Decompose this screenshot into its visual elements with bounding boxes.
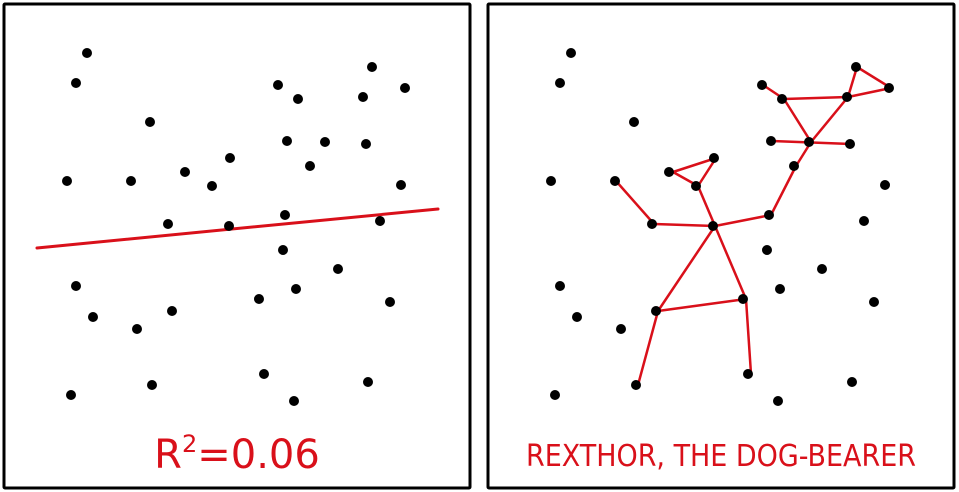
scatter-point: [367, 62, 377, 72]
scatter-point: [71, 78, 81, 88]
scatter-point: [396, 180, 406, 190]
scatter-point: [126, 176, 136, 186]
scatter-point: [163, 219, 173, 229]
right-panel: REXTHOR, THE DOG-BEARER: [526, 48, 916, 474]
star-point: [550, 390, 560, 400]
star-point: [764, 210, 774, 220]
scatter-point: [385, 297, 395, 307]
star-point: [691, 181, 701, 191]
star-point: [610, 176, 620, 186]
star-point: [762, 245, 772, 255]
star-point: [847, 377, 857, 387]
scatter-point: [278, 245, 288, 255]
scatter-point: [305, 161, 315, 171]
star-point: [775, 284, 785, 294]
scatter-point: [320, 137, 330, 147]
star-point: [572, 312, 582, 322]
scatter-point: [180, 167, 190, 177]
dog-head-line: [846, 65, 893, 99]
head-triangle-line: [671, 156, 718, 188]
constellation-caption: REXTHOR, THE DOG-BEARER: [526, 439, 916, 474]
r-squared-caption: R2=0.06: [154, 430, 320, 478]
left-panel: R2=0.06: [35, 48, 440, 478]
right-arm-line: [713, 213, 773, 228]
star-point: [555, 281, 565, 291]
scatter-point: [71, 281, 81, 291]
scatter-point: [225, 153, 235, 163]
star-point: [757, 80, 767, 90]
star-point: [631, 380, 641, 390]
neck-line: [696, 184, 717, 228]
scatter-point: [400, 83, 410, 93]
star-point: [884, 83, 894, 93]
raised-arm-line: [769, 140, 813, 217]
star-point: [708, 221, 718, 231]
scatter-point: [167, 306, 177, 316]
constellation-lines: [614, 65, 893, 387]
star-point: [738, 294, 748, 304]
scatter-point: [273, 80, 283, 90]
star-point: [651, 306, 661, 316]
star-point: [566, 48, 576, 58]
scatter-point: [224, 221, 234, 231]
dog-body-triangle: [782, 95, 850, 144]
star-point: [842, 92, 852, 102]
star-point: [743, 369, 753, 379]
scatter-point: [145, 117, 155, 127]
scatter-point: [147, 380, 157, 390]
scatter-point: [291, 284, 301, 294]
star-point: [546, 176, 556, 186]
scatter-point: [259, 369, 269, 379]
star-point: [766, 136, 776, 146]
hip-line: [656, 297, 748, 313]
star-point: [845, 139, 855, 149]
scatter-point: [375, 216, 385, 226]
scatter-point: [289, 396, 299, 406]
regression-line: [35, 207, 440, 250]
star-point: [789, 161, 799, 171]
star-point: [616, 324, 626, 334]
scatter-point: [293, 94, 303, 104]
star-point: [647, 219, 657, 229]
scatter-point: [280, 210, 290, 220]
r-squared-base: R: [154, 432, 182, 478]
torso-left-line: [656, 224, 717, 313]
star-point: [773, 396, 783, 406]
right-scatter-points: [546, 48, 894, 406]
r-squared-value: =0.06: [197, 432, 320, 478]
star-point: [629, 117, 639, 127]
scatter-point: [363, 377, 373, 387]
star-point: [709, 153, 719, 163]
scatter-point: [282, 136, 292, 146]
scatter-point: [358, 92, 368, 102]
star-point: [664, 167, 674, 177]
scatter-point: [66, 390, 76, 400]
right-panel-frame: [486, 2, 956, 490]
left-leg-line: [636, 309, 660, 387]
right-leg-line: [744, 297, 753, 376]
scatter-point: [207, 181, 217, 191]
torso-right-line: [713, 224, 748, 301]
scatter-point: [82, 48, 92, 58]
left-panel-frame: [2, 2, 472, 490]
star-point: [804, 137, 814, 147]
star-point: [555, 78, 565, 88]
star-point: [859, 216, 869, 226]
scatter-point: [254, 294, 264, 304]
scatter-point: [132, 324, 142, 334]
star-point: [869, 297, 879, 307]
scatter-point: [361, 139, 371, 149]
scatter-point: [333, 264, 343, 274]
star-point: [851, 62, 861, 72]
star-point: [880, 180, 890, 190]
left-scatter-points: [62, 48, 410, 406]
scatter-point: [62, 176, 72, 186]
r-squared-superscript: 2: [182, 430, 197, 458]
scatter-point: [88, 312, 98, 322]
star-point: [777, 94, 787, 104]
star-point: [817, 264, 827, 274]
